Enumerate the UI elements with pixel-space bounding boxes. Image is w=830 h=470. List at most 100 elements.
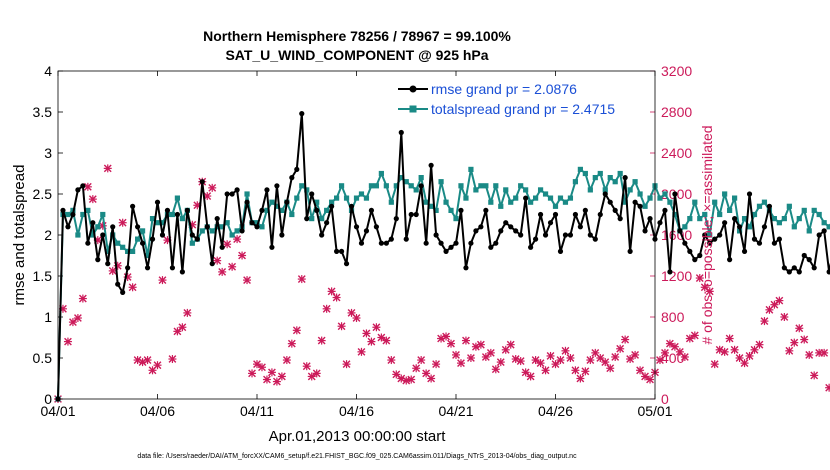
obs-count-point (785, 346, 794, 355)
obs-count-point (576, 374, 585, 383)
obs-count-point (243, 276, 252, 285)
rmse-point (617, 216, 623, 222)
totalspread-point (647, 195, 653, 201)
totalspread-point (508, 199, 514, 205)
rmse-point (821, 228, 827, 234)
obs-count-point (302, 362, 311, 371)
rmse-point (508, 224, 514, 230)
rmse-point (751, 236, 758, 242)
totalspread-point (518, 183, 524, 189)
rmse-point (244, 199, 250, 205)
totalspread-point (572, 179, 578, 185)
rmse-point (801, 252, 807, 259)
totalspread-point (324, 207, 330, 213)
x-tick-label: 04/01 (40, 403, 75, 419)
obs-count-point (810, 371, 819, 380)
rmse-point (533, 236, 539, 242)
rmse-point (115, 281, 121, 287)
totalspread-point (149, 216, 156, 222)
rmse-point (776, 236, 782, 242)
rmse-point (577, 224, 583, 230)
totalspread-point (513, 195, 519, 201)
obs-count-point (496, 358, 505, 367)
rmse-point (309, 191, 315, 197)
obs-count-point (820, 348, 829, 357)
rmse-point (811, 265, 817, 271)
totalspread-point (254, 220, 260, 226)
rmse-point (383, 240, 389, 246)
obs-count-point (257, 363, 266, 372)
rmse-point (60, 207, 66, 213)
totalspread-point (378, 170, 384, 177)
obs-count-point (372, 323, 381, 332)
rmse-point (503, 220, 509, 226)
obs-count-point (660, 348, 669, 357)
rmse-point (702, 232, 708, 238)
obs-count-point (690, 331, 699, 340)
totalspread-point (319, 216, 325, 222)
rmse-point (528, 244, 534, 250)
totalspread-point (289, 211, 295, 218)
obs-count-point (705, 287, 714, 296)
totalspread-point (105, 248, 111, 254)
obs-count-point (88, 195, 97, 204)
rmse-point (80, 183, 86, 189)
totalspread-point (483, 183, 489, 189)
obs-count-point (277, 372, 286, 381)
y2-tick-label: 3200 (661, 63, 692, 79)
rmse-point (373, 224, 379, 230)
totalspread-point (368, 183, 375, 189)
obs-count-point (805, 350, 814, 359)
y-tick-label: 1 (44, 309, 52, 325)
obs-count-point (248, 369, 257, 378)
obs-count-point (342, 360, 351, 369)
totalspread-point (537, 187, 544, 193)
totalspread-point (806, 228, 812, 234)
obs-count-point (183, 308, 192, 317)
totalspread-point (393, 183, 399, 189)
rmse-point (707, 240, 713, 246)
obs-count-point (292, 326, 301, 335)
obs-count-point (178, 323, 187, 332)
rmse-point (572, 211, 579, 218)
totalspread-point (314, 199, 320, 205)
rmse-point (687, 248, 693, 254)
obs-count-point (153, 361, 162, 370)
obs-count-point (317, 336, 326, 345)
totalspread-point (642, 203, 648, 209)
y2-tick-label: 800 (661, 309, 685, 325)
y-tick-label: 0.5 (33, 350, 53, 366)
obs-count-point (556, 356, 565, 365)
totalspread-point (75, 232, 81, 238)
totalspread-point (189, 240, 195, 246)
totalspread-point (229, 232, 235, 238)
totalspread-point (577, 166, 583, 172)
obs-count-point (725, 334, 734, 343)
rmse-point (229, 191, 235, 197)
totalspread-point (244, 191, 250, 197)
y-axis-label: rmse and totalspread (11, 165, 28, 306)
obs-count-point (103, 164, 112, 173)
rmse-point (358, 240, 365, 246)
rmse-point (294, 166, 300, 172)
rmse-point (562, 232, 569, 238)
totalspread-point (627, 187, 633, 193)
rmse-point (642, 228, 648, 234)
obs-count-point (571, 366, 580, 375)
rmse-point (378, 240, 384, 246)
rmse-point (771, 240, 778, 246)
rmse-point (557, 248, 564, 254)
totalspread-point (259, 224, 265, 230)
rmse-point (418, 183, 424, 189)
obs-count-point (536, 359, 545, 368)
x-tick-label: 05/01 (637, 403, 672, 419)
rmse-point (348, 203, 355, 209)
totalspread-point (363, 195, 370, 201)
rmse-point (433, 232, 439, 238)
rmse-point (732, 216, 738, 222)
rmse-point (279, 232, 285, 238)
obs-count-point (168, 355, 177, 364)
rmse-point (85, 240, 91, 246)
y2-tick-label: 1600 (661, 227, 692, 243)
totalspread-point (751, 211, 758, 218)
